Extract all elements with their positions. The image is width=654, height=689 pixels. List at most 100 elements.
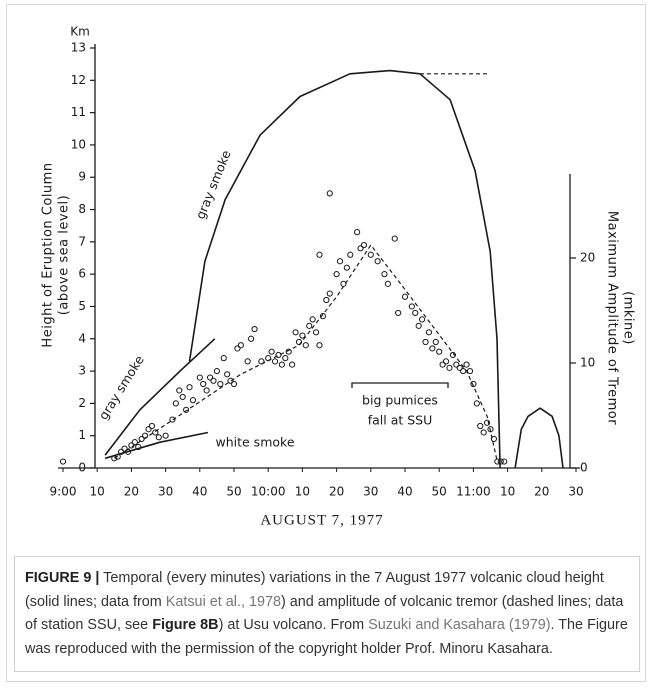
- data-point: [463, 361, 470, 368]
- y2-axis-label: (mkine): [621, 291, 636, 345]
- data-point: [422, 338, 429, 346]
- data-point: [473, 400, 480, 407]
- data-point: [326, 290, 333, 297]
- annotation: gray smoke: [192, 148, 233, 222]
- data-point: [323, 296, 330, 304]
- caption-plain: . The Figure was reproduced with the per…: [25, 617, 628, 657]
- y-tick-label: 10: [71, 137, 86, 151]
- data-point: [497, 458, 504, 465]
- x-tick-label: 50: [226, 485, 241, 499]
- data-point: [295, 338, 303, 346]
- x-tick-label: 30: [363, 485, 378, 499]
- data-point: [395, 309, 402, 317]
- x-tick-label: 10: [295, 485, 310, 499]
- data-point: [436, 348, 443, 355]
- data-point: [415, 322, 422, 329]
- data-point: [268, 348, 275, 355]
- y2-tick-label: 10: [580, 356, 595, 370]
- solid-line: [514, 407, 564, 469]
- data-point: [483, 419, 491, 426]
- data-point: [138, 435, 145, 443]
- data-point: [412, 309, 419, 317]
- data-point: [118, 448, 125, 455]
- data-point: [162, 432, 169, 439]
- data-point: [176, 387, 183, 394]
- data-point: [265, 355, 272, 362]
- data-point: [306, 322, 313, 329]
- data-point: [460, 367, 467, 375]
- caption-bold: FIGURE 9 |: [25, 570, 100, 586]
- y-tick-label: 5: [78, 299, 86, 313]
- y-tick-label: 1: [78, 428, 86, 442]
- caption-plain: Temporal (every minutes) variations in t…: [25, 570, 604, 610]
- data-point: [152, 429, 159, 436]
- x-tick-label: 10: [90, 485, 105, 499]
- y-tick-label: 8: [78, 202, 86, 216]
- caption-link[interactable]: Suzuki and Kasahara (1979): [368, 617, 551, 633]
- solid-line: [104, 338, 216, 456]
- y2-axis-label: Maximum Amplitude of Tremor: [605, 211, 620, 425]
- data-point: [340, 280, 347, 287]
- data-point: [169, 416, 176, 423]
- dashed-line: [113, 244, 498, 462]
- data-point: [141, 432, 149, 439]
- data-point: [333, 271, 340, 278]
- data-point: [391, 235, 398, 242]
- figure-frame: [6, 4, 646, 682]
- data-point: [244, 358, 251, 365]
- data-point: [309, 316, 316, 323]
- data-point: [419, 316, 426, 323]
- data-point: [179, 393, 186, 401]
- data-point: [258, 358, 265, 365]
- data-point: [59, 458, 67, 465]
- y-axis-label: Height of Eruption Column: [41, 162, 56, 347]
- data-point: [248, 335, 255, 342]
- caption-plain: ) and amplitude of volcanic tremor (dash…: [25, 593, 624, 634]
- data-point: [131, 439, 138, 446]
- data-point: [466, 367, 474, 375]
- data-point: [155, 434, 162, 441]
- data-point: [210, 377, 217, 384]
- x-tick-label: 20: [534, 485, 549, 499]
- data-point: [384, 280, 391, 287]
- x-tick-label: 20: [124, 485, 139, 499]
- annotation: fall at SSU: [368, 413, 433, 428]
- data-point: [374, 258, 381, 265]
- data-point: [275, 351, 282, 359]
- x-tick-label: 30: [158, 485, 173, 499]
- data-point: [326, 190, 333, 197]
- data-point: [381, 271, 388, 278]
- x-tick-label: 40: [397, 485, 412, 499]
- data-point: [336, 258, 344, 265]
- data-point: [316, 251, 323, 258]
- data-point: [446, 364, 453, 371]
- data-point: [227, 377, 234, 384]
- data-point: [230, 380, 238, 388]
- data-point: [271, 358, 279, 365]
- x-tick-label: 30: [568, 485, 583, 499]
- y-tick-label: 2: [78, 396, 86, 410]
- data-point: [490, 435, 498, 443]
- x-tick-label: 50: [432, 485, 447, 499]
- y-tick-label: 4: [78, 331, 86, 345]
- data-point: [449, 351, 456, 359]
- data-point: [367, 251, 374, 258]
- y-tick-label: 0: [78, 461, 86, 475]
- y-tick-label: 3: [78, 364, 86, 378]
- data-point: [354, 229, 361, 236]
- data-point: [292, 329, 299, 336]
- caption-link[interactable]: Katsui et al., 1978: [165, 593, 281, 610]
- solid-line: [188, 69, 501, 469]
- data-point: [299, 332, 306, 339]
- data-point: [316, 342, 323, 349]
- data-point: [203, 387, 210, 394]
- data-point: [456, 364, 463, 371]
- data-point: [401, 293, 409, 300]
- y-tick-label: 12: [71, 73, 86, 87]
- data-point: [442, 358, 450, 365]
- data-point: [439, 361, 446, 368]
- data-point: [213, 367, 220, 375]
- data-point: [312, 329, 320, 336]
- data-point: [501, 458, 508, 465]
- data-point: [357, 245, 364, 252]
